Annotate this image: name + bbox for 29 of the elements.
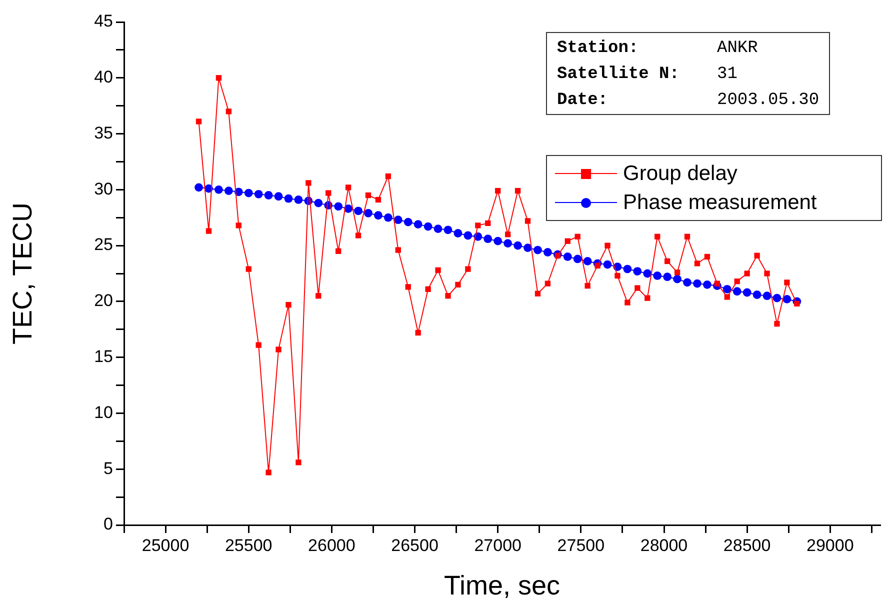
x-tick-label: 28000 <box>640 536 688 555</box>
y-tick-label: 20 <box>94 291 113 310</box>
x-tick-label: 25500 <box>224 536 272 555</box>
y-tick-label: 25 <box>94 235 113 254</box>
x-tick-label: 27000 <box>474 536 522 555</box>
x-axis-title: Time, sec <box>444 570 560 600</box>
y-tick-label: 15 <box>94 347 113 366</box>
y-tick-label: 45 <box>94 12 113 31</box>
x-tick-label: 26500 <box>391 536 438 555</box>
legend-label: Group delay <box>623 162 738 186</box>
annotation: 2003.05.30 <box>717 91 820 110</box>
y-tick-label: 35 <box>94 123 113 142</box>
annotation: Station: <box>557 39 640 58</box>
y-tick-label: 0 <box>104 514 113 534</box>
annotation: ANKR <box>717 39 759 58</box>
y-tick-label: 40 <box>94 68 113 87</box>
y-axis-title: TEC, TECU <box>8 202 38 345</box>
annotation: Date: <box>557 91 610 110</box>
y-tick-label: 5 <box>104 458 113 478</box>
legend-label: Phase measurement <box>623 190 817 214</box>
annotation: 31 <box>717 65 738 84</box>
x-tick-label: 27500 <box>557 536 605 555</box>
x-tick-label: 26000 <box>308 536 356 555</box>
x-tick-label: 28500 <box>723 536 771 555</box>
x-tick-label: 29000 <box>806 536 854 555</box>
annotation: Satellite N: <box>557 65 680 84</box>
y-tick-label: 10 <box>94 402 113 422</box>
x-tick-label: 25000 <box>142 536 190 555</box>
y-tick-label: 30 <box>94 179 113 198</box>
